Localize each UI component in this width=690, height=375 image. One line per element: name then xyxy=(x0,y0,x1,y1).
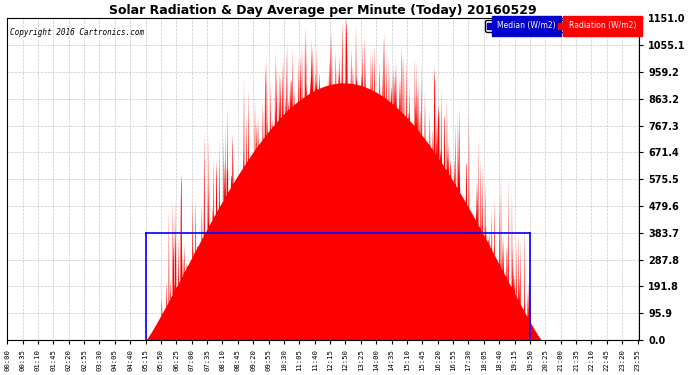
Legend: Median (W/m2), Radiation (W/m2): Median (W/m2), Radiation (W/m2) xyxy=(485,20,638,32)
Text: Copyright 2016 Cartronics.com: Copyright 2016 Cartronics.com xyxy=(10,28,144,37)
Title: Solar Radiation & Day Average per Minute (Today) 20160529: Solar Radiation & Day Average per Minute… xyxy=(110,4,537,17)
